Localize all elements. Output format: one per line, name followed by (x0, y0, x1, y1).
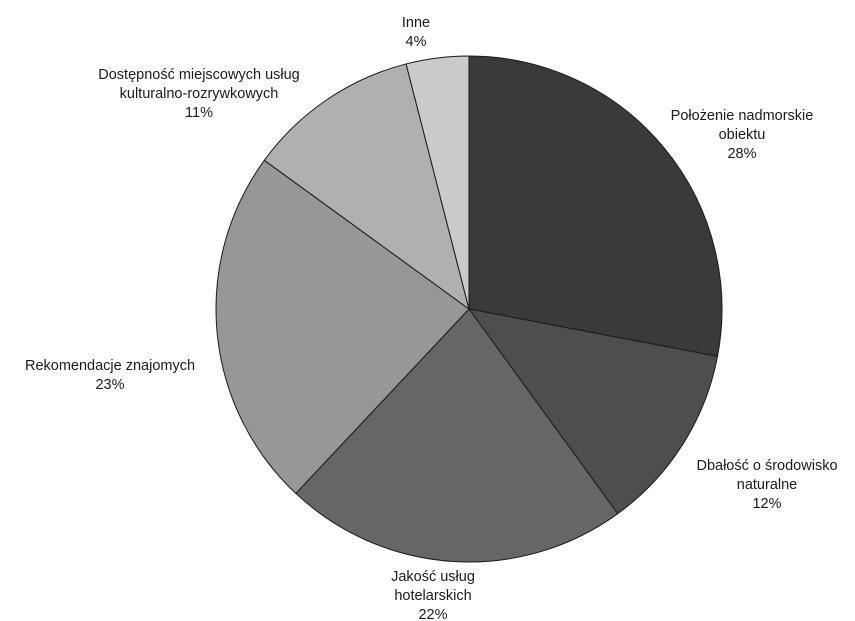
pie-slice-5 (263, 63, 470, 311)
slices-layer (215, 55, 723, 563)
slice-label-line: Jakość usług (391, 569, 475, 585)
slice-label-line: Rekomendacje znajomych (25, 358, 195, 374)
slice-percent-label: 11% (185, 105, 213, 121)
slice-label-6: Inne 4% (402, 15, 430, 50)
slice-percent-label: 12% (752, 496, 781, 512)
slice-percent-label: 4% (406, 34, 427, 50)
slice-percent-label: 28% (727, 146, 756, 162)
slice-label-4: Rekomendacje znajomych 23% (25, 358, 195, 393)
slice-percent-label: 22% (418, 607, 447, 621)
pie-slice-4 (215, 159, 470, 495)
slice-label-3: Jakość usług hotelarskich 22% (391, 569, 475, 621)
slice-label-line: Dostępność miejscowych usług (98, 67, 299, 83)
pie-slice-3 (295, 308, 619, 563)
slice-label-2: Dbałość o środowisko naturalne 12% (696, 458, 837, 512)
pie-slice-6 (405, 55, 470, 310)
slice-label-line: hotelarskich (394, 588, 471, 604)
slice-label-line: Dbałość o środowisko (696, 458, 837, 474)
slice-label-1: Położenie nadmorskie obiektu 28% (671, 108, 814, 162)
pie-slice-2 (467, 308, 719, 515)
slice-label-line: Inne (402, 15, 430, 31)
slice-label-line: naturalne (737, 477, 797, 493)
slice-label-line: kulturalno-rozrywkowych (120, 86, 279, 102)
slice-percent-label: 23% (95, 377, 124, 393)
slice-label-5: Dostępność miejscowych usług kulturalno-r… (98, 67, 299, 121)
slice-label-line: Położenie nadmorskie (671, 108, 814, 124)
labels-layer: Położenie nadmorskie obiektu 28% Dbałość o … (25, 15, 838, 621)
slice-label-line: obiektu (719, 127, 766, 143)
pie-slice-1 (468, 55, 723, 357)
